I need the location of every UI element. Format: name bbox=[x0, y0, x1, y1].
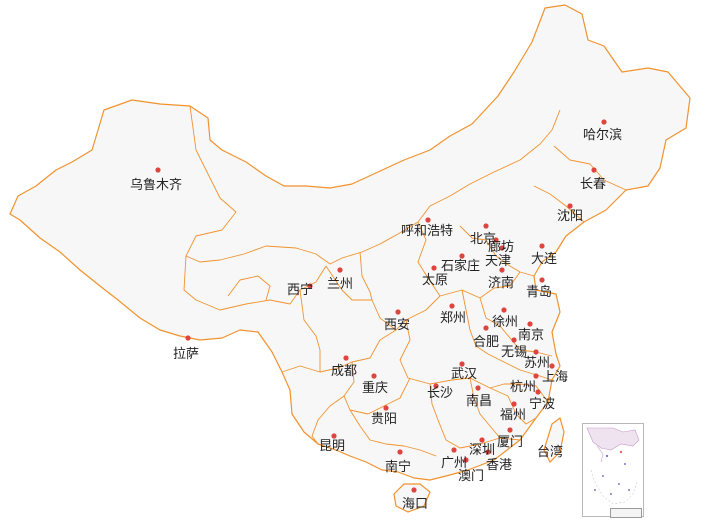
province-borders bbox=[183, 105, 627, 457]
city-label-guiyang: 贵阳 bbox=[371, 412, 397, 427]
city-label-nanchang: 南昌 bbox=[466, 393, 492, 409]
city-label-zhengzhou: 郑州 bbox=[440, 311, 466, 326]
city-dot-shenzhen bbox=[479, 437, 485, 443]
city-label-hangzhou: 杭州 bbox=[510, 380, 536, 395]
city-dot-nanchang bbox=[475, 385, 481, 391]
city-label-haikou: 海口 bbox=[402, 497, 428, 512]
city-label-kunming: 昆明 bbox=[319, 439, 345, 454]
city-label-changsha: 长沙 bbox=[427, 386, 453, 401]
city-dot-nanjing bbox=[527, 321, 533, 327]
city-dot-lanzhou bbox=[337, 267, 343, 273]
inset-caption-box bbox=[610, 508, 642, 518]
city-dot-beijing bbox=[483, 223, 489, 229]
city-dot-lhasa bbox=[185, 335, 191, 341]
city-label-nanning: 南宁 bbox=[385, 459, 411, 475]
city-label-xiamen: 厦门 bbox=[497, 435, 523, 450]
city-label-jinan: 济南 bbox=[488, 275, 514, 291]
city-dot-shijiazhuang bbox=[459, 253, 465, 259]
city-dot-wuhan bbox=[459, 361, 465, 367]
hainan-island bbox=[393, 483, 431, 513]
city-label-dalian: 大连 bbox=[531, 251, 557, 267]
city-label-harbin: 哈尔滨 bbox=[583, 127, 622, 143]
city-dot-hongkong bbox=[485, 449, 491, 455]
city-dot-haikou bbox=[411, 487, 417, 493]
city-label-hefei: 合肥 bbox=[473, 335, 499, 350]
city-label-guangzhou: 广州 bbox=[441, 456, 467, 471]
city-label-xian: 西安 bbox=[384, 318, 410, 333]
city-dot-suzhou bbox=[533, 349, 539, 355]
city-label-taiyuan: 太原 bbox=[422, 273, 448, 288]
city-dot-nanning bbox=[397, 449, 403, 455]
city-dot-tianjin bbox=[499, 245, 505, 251]
city-label-urumqi: 乌鲁木齐 bbox=[130, 177, 182, 193]
south-china-sea-inset bbox=[582, 423, 644, 518]
city-dot-taiyuan bbox=[431, 265, 437, 271]
city-dot-hohhot bbox=[425, 217, 431, 223]
city-label-ningbo: 宁波 bbox=[529, 396, 555, 412]
city-label-beijing: 北京 bbox=[470, 232, 496, 247]
city-dot-macau bbox=[463, 457, 469, 463]
city-label-taiwan: 台湾 bbox=[537, 444, 563, 460]
city-label-wuxi: 无锡 bbox=[501, 345, 527, 360]
city-dot-guangzhou bbox=[451, 447, 457, 453]
city-label-hongkong: 香港 bbox=[486, 458, 512, 473]
city-dot-xian bbox=[395, 309, 401, 315]
city-label-hohhot: 呼和浩特 bbox=[401, 224, 453, 239]
city-dot-dalian bbox=[539, 243, 545, 249]
city-label-shenzhen: 深圳 bbox=[469, 443, 495, 458]
city-label-lhasa: 拉萨 bbox=[173, 347, 199, 362]
city-labels: 哈尔滨 长春 沈阳 乌鲁木齐 呼和浩特 北京 廊坊 天津 石家庄 大连 太原 济… bbox=[130, 127, 622, 512]
city-label-fuzhou: 福州 bbox=[500, 408, 526, 423]
city-dot-jinan bbox=[499, 267, 505, 273]
city-dot-xiamen bbox=[507, 427, 513, 433]
city-dot-chongqing bbox=[371, 373, 377, 379]
city-dot-urumqi bbox=[155, 167, 161, 173]
china-outline bbox=[9, 4, 691, 481]
city-label-xining: 西宁 bbox=[287, 282, 313, 298]
city-label-suzhou: 苏州 bbox=[524, 355, 550, 371]
city-dot-langfang bbox=[493, 237, 499, 243]
inset-islands bbox=[586, 427, 640, 505]
city-label-qingdao: 青岛 bbox=[526, 284, 552, 300]
city-dot-hefei bbox=[483, 325, 489, 331]
city-dot-qingdao bbox=[539, 277, 545, 283]
city-dot-ningbo bbox=[535, 389, 541, 395]
city-label-macau: 澳门 bbox=[458, 468, 484, 484]
city-dot-guiyang bbox=[383, 405, 389, 411]
city-label-nanjing: 南京 bbox=[518, 327, 544, 343]
city-dot-zhengzhou bbox=[449, 303, 455, 309]
city-dots bbox=[155, 119, 607, 493]
city-dot-xuzhou bbox=[501, 307, 507, 313]
city-label-wuhan: 武汉 bbox=[451, 367, 477, 382]
city-dot-fuzhou bbox=[511, 401, 517, 407]
city-dot-shanghai bbox=[549, 363, 555, 369]
city-dot-hangzhou bbox=[533, 373, 539, 379]
city-label-changchun: 长春 bbox=[580, 177, 606, 192]
city-label-chongqing: 重庆 bbox=[362, 380, 388, 396]
city-dot-xining bbox=[307, 283, 313, 289]
city-dot-changsha bbox=[433, 383, 439, 389]
city-dot-kunming bbox=[331, 433, 337, 439]
city-dot-shenyang bbox=[567, 203, 573, 209]
city-dot-wuxi bbox=[511, 337, 517, 343]
city-dot-chengdu bbox=[343, 355, 349, 361]
city-label-shenyang: 沈阳 bbox=[557, 209, 583, 224]
city-dot-changchun bbox=[591, 167, 597, 173]
city-label-tianjin: 天津 bbox=[485, 254, 511, 269]
city-label-chengdu: 成都 bbox=[331, 364, 357, 379]
city-label-shijiazhuang: 石家庄 bbox=[441, 258, 480, 274]
city-label-shanghai: 上海 bbox=[542, 370, 568, 385]
city-label-xuzhou: 徐州 bbox=[492, 315, 518, 330]
city-dot-harbin bbox=[601, 119, 607, 125]
city-label-langfang: 廊坊 bbox=[488, 239, 514, 255]
city-label-lanzhou: 兰州 bbox=[327, 277, 353, 292]
taiwan-island bbox=[543, 416, 565, 464]
